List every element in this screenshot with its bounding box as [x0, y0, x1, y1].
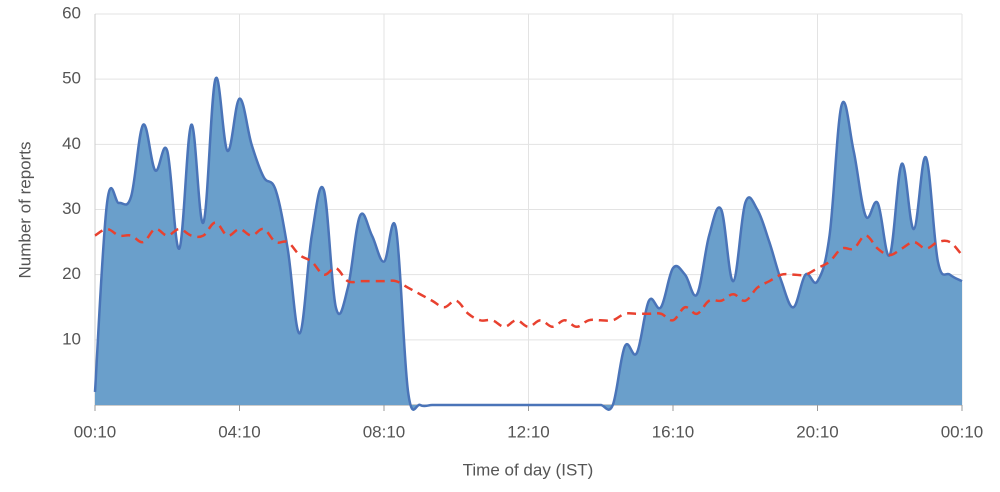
x-tick-label: 20:10 — [796, 422, 839, 441]
x-tick-label: 00:10 — [74, 422, 117, 441]
y-tick-label: 30 — [62, 199, 81, 218]
y-tick-label: 10 — [62, 329, 81, 348]
y-axis-title: Number of reports — [15, 142, 34, 279]
y-tick-label: 50 — [62, 69, 81, 88]
x-tick-label: 04:10 — [218, 422, 261, 441]
y-tick-label: 40 — [62, 134, 81, 153]
x-tick-label: 00:10 — [941, 422, 984, 441]
x-tick-label: 12:10 — [507, 422, 550, 441]
dashed-line — [94, 221, 963, 329]
x-tick-label: 08:10 — [363, 422, 406, 441]
x-axis-title: Time of day (IST) — [463, 460, 594, 479]
y-tick-label: 60 — [62, 3, 81, 22]
area-fill — [95, 77, 962, 410]
y-tick-label: 20 — [62, 264, 81, 283]
x-tick-label: 16:10 — [652, 422, 695, 441]
